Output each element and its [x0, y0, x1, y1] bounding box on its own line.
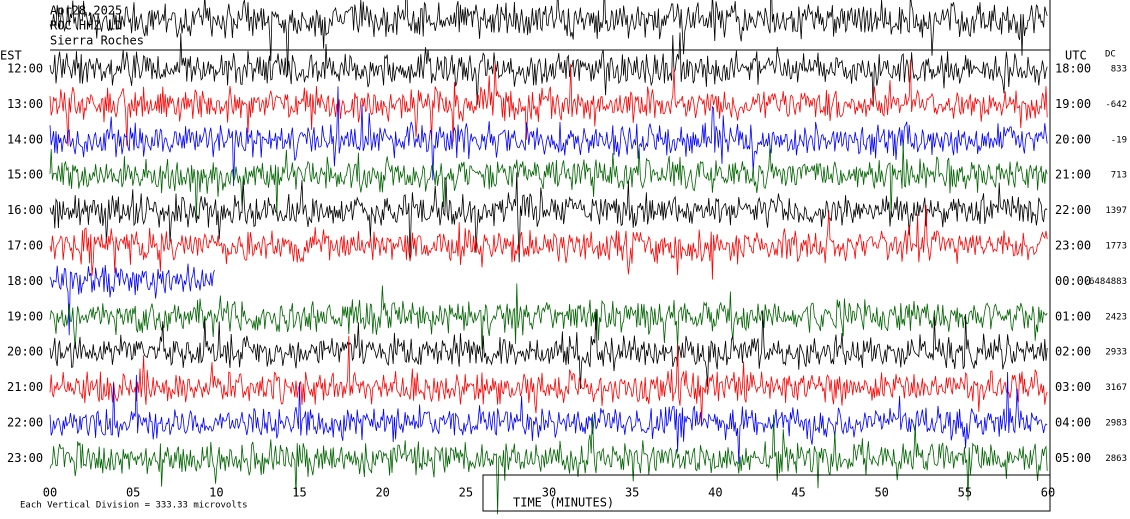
- x-tick-label: 15: [292, 486, 306, 500]
- trace: [49, 172, 1048, 263]
- est-label: 17:00: [7, 239, 43, 253]
- trace: [49, 283, 1048, 350]
- dc-label: 3167: [1105, 383, 1127, 393]
- dc-label: 2933: [1105, 348, 1127, 358]
- dc-label: 833: [1111, 65, 1127, 75]
- est-label: 12:00: [7, 62, 43, 76]
- utc-label: 04:00: [1055, 416, 1091, 430]
- utc-label: 01:00: [1055, 309, 1091, 323]
- x-tick-label: 35: [625, 486, 639, 500]
- dc-label: -19: [1111, 135, 1127, 145]
- trace: [49, 59, 1048, 147]
- footer: Each Vertical Division = 333.33 microvol…: [20, 501, 248, 511]
- utc-label: 03:00: [1055, 380, 1091, 394]
- utc-label: 19:00: [1055, 97, 1091, 111]
- utc-label: 00:00: [1055, 274, 1091, 288]
- time-box: [482, 474, 1051, 512]
- station: ROC HHZ LD: [50, 19, 122, 33]
- x-tick-label: 50: [874, 486, 888, 500]
- dc-title: DC: [1105, 50, 1116, 60]
- utc-label: 20:00: [1055, 132, 1091, 146]
- est-label: 23:00: [7, 451, 43, 465]
- trace: [49, 141, 1048, 220]
- trace: [49, 308, 1048, 390]
- x-tick-label: 30: [542, 486, 556, 500]
- trace: [49, 86, 1048, 187]
- est-label: 13:00: [7, 97, 43, 111]
- utc-label: 02:00: [1055, 345, 1091, 359]
- trace: [49, 204, 1048, 280]
- x-axis-title: TIME (MINUTES): [513, 496, 614, 510]
- scale: Sierra Roches: [50, 34, 144, 48]
- est-label: 20:00: [7, 345, 43, 359]
- est-label: 19:00: [7, 309, 43, 323]
- dc-label: 1773: [1105, 242, 1127, 252]
- dc-label: 713: [1111, 171, 1127, 181]
- est-label: 16:00: [7, 203, 43, 217]
- est-title: EST: [0, 49, 22, 63]
- utc-label: 21:00: [1055, 168, 1091, 182]
- dc-label: -642: [1105, 100, 1127, 110]
- x-tick-label: 05: [126, 486, 140, 500]
- utc-label: 05:00: [1055, 451, 1091, 465]
- x-tick-label: 20: [375, 486, 389, 500]
- dc-label: 1397: [1105, 206, 1127, 216]
- trace: [49, 0, 1048, 76]
- dc-label: 2983: [1105, 419, 1127, 429]
- traces: [49, 0, 1048, 515]
- dc-label: 2863: [1105, 454, 1127, 464]
- trace: [49, 413, 1048, 515]
- x-tick-label: 25: [459, 486, 473, 500]
- dc-label: 2423: [1105, 312, 1127, 322]
- dc-label: -6484883: [1084, 277, 1127, 287]
- utc-label: 23:00: [1055, 239, 1091, 253]
- x-tick-label: 40: [708, 486, 722, 500]
- est-label: 22:00: [7, 416, 43, 430]
- est-label: 18:00: [7, 274, 43, 288]
- x-tick-label: 60: [1041, 486, 1055, 500]
- utc-label: 18:00: [1055, 62, 1091, 76]
- est-label: 21:00: [7, 380, 43, 394]
- est-label: 14:00: [7, 132, 43, 146]
- x-tick-label: 00: [43, 486, 57, 500]
- trace: [49, 32, 1048, 107]
- x-tick-label: 55: [958, 486, 972, 500]
- est-label: 15:00: [7, 168, 43, 182]
- utc-label: 22:00: [1055, 203, 1091, 217]
- x-tick-label: 45: [791, 486, 805, 500]
- trace: [49, 371, 1048, 465]
- date: Apr28,2025: [50, 4, 122, 18]
- trace: [49, 335, 1048, 424]
- x-tick-label: 10: [209, 486, 223, 500]
- trace: [49, 263, 215, 336]
- utc-title: UTC: [1065, 49, 1087, 63]
